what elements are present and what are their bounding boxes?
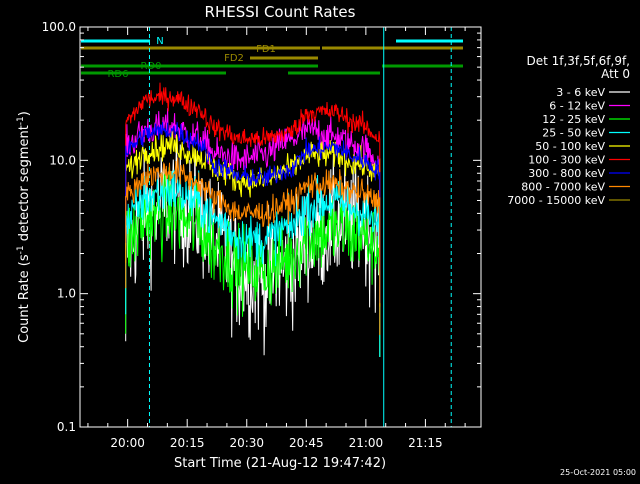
annotation-label-rd6: RD6	[107, 69, 128, 80]
x-tick-label-4: 21:00	[349, 436, 384, 450]
series-trace-7	[125, 157, 381, 335]
annotation-label-rd0: RD0	[140, 61, 161, 72]
footer-timestamp: 25-Oct-2021 05:00	[560, 468, 636, 477]
series-trace-3	[125, 169, 381, 357]
legend-title-line1: Det 1f,3f,5f,6f,9f,	[526, 54, 630, 68]
plot-frame	[79, 26, 482, 428]
x-tick-label-5: 21:15	[408, 436, 443, 450]
legend-label-4: 50 - 100 keV	[535, 140, 605, 153]
legend-label-5: 100 - 300 keV	[528, 154, 605, 167]
chart-title: RHESSI Count Rates	[205, 3, 356, 21]
series-trace-2	[125, 167, 381, 357]
legend-label-0: 3 - 6 keV	[556, 86, 605, 99]
legend-title-line2: Att 0	[601, 67, 630, 81]
series-trace-5	[125, 82, 381, 271]
annotation-label-fd2: FD2	[224, 53, 244, 64]
y-tick-label-1: 1.0	[57, 287, 76, 301]
annotation-label-fd1: FD1	[256, 44, 276, 55]
x-tick-label-3: 20:45	[289, 436, 324, 450]
legend-label-2: 12 - 25 keV	[542, 113, 605, 126]
y-tick-label-2: 10.0	[49, 153, 76, 167]
legend-label-1: 6 - 12 keV	[549, 100, 605, 113]
legend-label-3: 25 - 50 keV	[542, 127, 605, 140]
legend-label-7: 800 - 7000 keV	[521, 181, 605, 194]
legend-label-6: 300 - 800 keV	[528, 167, 605, 180]
annotation-label-n: N	[156, 36, 163, 47]
y-tick-label-3: 100.0	[42, 20, 76, 34]
series-trace-6	[125, 122, 381, 304]
y-tick-label-0: 0.1	[57, 420, 76, 434]
y-axis-label: Count Rate (s-1 detector segment-1)	[16, 111, 32, 343]
x-axis-label: Start Time (21-Aug-12 19:47:42)	[174, 456, 386, 471]
x-tick-label-0: 20:00	[110, 436, 145, 450]
x-tick-label-2: 20:30	[229, 436, 264, 450]
x-tick-label-1: 20:15	[170, 436, 205, 450]
legend-label-8: 7000 - 15000 keV	[507, 194, 605, 207]
